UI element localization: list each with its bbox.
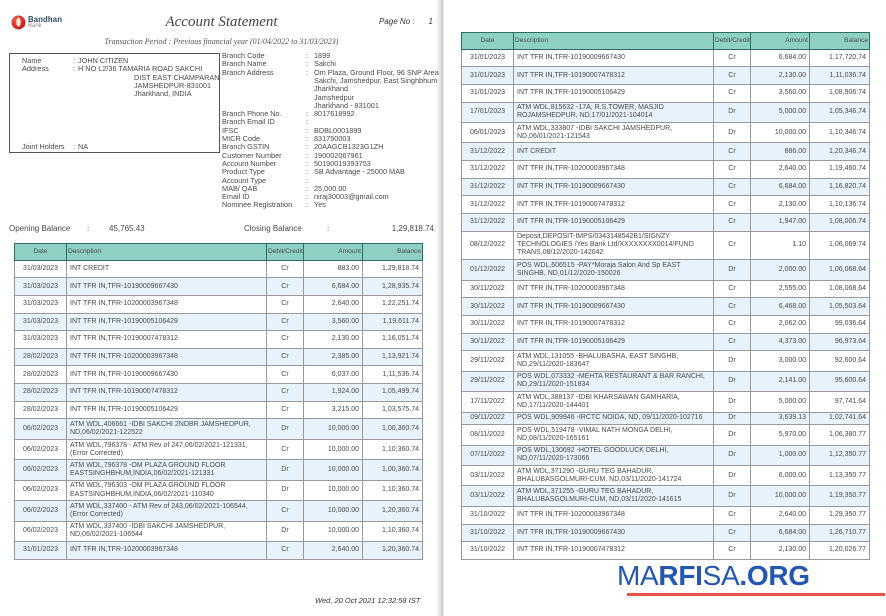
svg-text:MARFISA.ORG: MARFISA.ORG [617, 560, 810, 591]
